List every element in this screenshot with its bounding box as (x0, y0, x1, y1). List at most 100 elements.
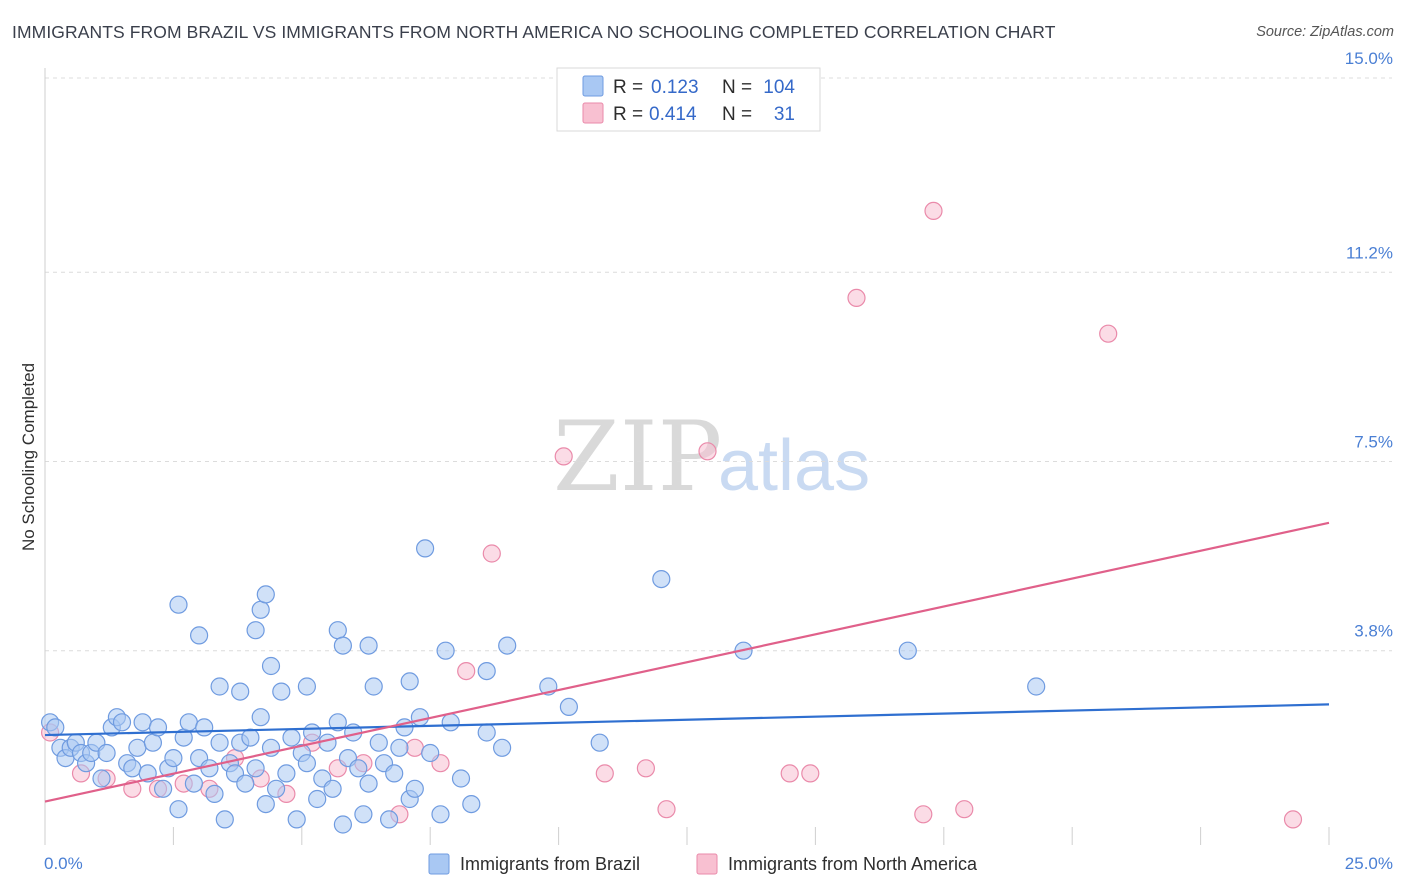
brazil-point (241, 728, 260, 747)
brazil-point (328, 621, 347, 640)
legend-r-label-brazil: R = (613, 77, 643, 98)
gridlines (45, 77, 1392, 652)
y-tick-label: 3.8% (1354, 622, 1393, 641)
brazil-point (1027, 677, 1046, 696)
legend-r-label-north-america: R = (613, 104, 643, 125)
y-tick-label: 11.2% (1346, 243, 1393, 262)
brazil-point (256, 794, 275, 814)
brazil-point (898, 641, 917, 660)
north-america-point (1099, 324, 1118, 343)
north-america-point (847, 288, 866, 307)
brazil-point (359, 636, 378, 655)
x-tick-label: 0.0% (44, 854, 83, 873)
brazil-point (210, 733, 229, 752)
north-america-point (801, 764, 820, 783)
brazil-point (477, 723, 496, 742)
y-tick-label: 15.0% (1345, 49, 1393, 68)
brazil-point (133, 713, 152, 732)
brazil-point (421, 743, 440, 763)
brazil-point (143, 733, 162, 752)
north-america-point (554, 447, 573, 466)
brazil-point (451, 769, 471, 788)
brazil-point (112, 713, 132, 732)
brazil-point (231, 682, 250, 701)
brazil-point (169, 595, 188, 614)
north-america-point (924, 201, 943, 220)
brazil-point (277, 764, 296, 783)
legend-n-label-brazil: N = (722, 77, 752, 98)
brazil-point (282, 728, 301, 747)
brazil-point (318, 733, 337, 752)
brazil-point (190, 626, 209, 645)
series-brazil-points (40, 539, 1046, 834)
brazil-point (210, 677, 229, 696)
brazil-point (410, 708, 429, 727)
brazil-point (441, 713, 460, 732)
north-america-point (780, 764, 799, 783)
brazil-point (323, 779, 342, 798)
y-tick-label: 7.5% (1354, 433, 1393, 452)
brazil-point (205, 784, 224, 804)
brazil-point (164, 748, 183, 768)
brazil-point (97, 743, 116, 763)
legend-r-value-brazil: 0.123 (651, 77, 699, 98)
brazil-point (364, 677, 383, 696)
north-america-point (914, 805, 933, 824)
brazil-point (328, 713, 347, 732)
brazil-point (333, 815, 352, 834)
brazil-point (92, 769, 111, 788)
brazil-point (369, 733, 388, 752)
north-america-point (457, 661, 476, 681)
legend-n-value-brazil: 104 (763, 77, 795, 98)
brazil-point (359, 774, 378, 793)
chart-title: IMMIGRANTS FROM BRAZIL VS IMMIGRANTS FRO… (12, 22, 1056, 42)
brazil-point (154, 779, 173, 798)
north-america-point (1283, 810, 1303, 829)
y-axis-label: No Schooling Completed (19, 363, 38, 551)
brazil-point (462, 794, 481, 814)
brazil-point (652, 569, 671, 589)
brazil-point (184, 774, 203, 793)
legend-swatch-north-america (582, 102, 604, 124)
north-america-point (955, 800, 974, 819)
brazil-point (405, 779, 424, 798)
legend-r-value-north-america: 0.414 (649, 104, 697, 125)
source-label: Source: ZipAtlas.com (1256, 24, 1394, 40)
north-america-point (636, 759, 656, 778)
brazil-point (195, 718, 214, 737)
bottom-legend-swatch-north-america (696, 853, 718, 875)
brazil-point (349, 759, 368, 778)
brazil-point (169, 800, 188, 819)
bottom-legend-label-north-america: Immigrants from North America (728, 854, 978, 874)
north-america-point (482, 544, 501, 563)
trend-lines (44, 521, 1330, 803)
legend-box: R = 0.123 N = 104 R = 0.414 N = 31 (556, 67, 821, 132)
north-america-point (595, 764, 614, 783)
brazil-point (200, 759, 219, 778)
north-america-point (657, 800, 676, 819)
brazil-point (251, 600, 270, 619)
bottom-legend-swatch-brazil (428, 853, 450, 875)
brazil-point (128, 738, 147, 757)
watermark-zip: ZIP (553, 401, 722, 513)
brazil-point (246, 759, 265, 778)
brazil-point (236, 774, 255, 793)
brazil-point (179, 713, 198, 732)
north-america-point (698, 442, 717, 461)
brazil-point (390, 738, 409, 757)
brazil-point (215, 810, 234, 829)
brazil-point (416, 539, 435, 558)
brazil-point (431, 805, 450, 824)
brazil-point (272, 682, 291, 701)
brazil-point (308, 789, 327, 809)
legend-n-value-north-america: 31 (774, 104, 795, 125)
brazil-point (354, 805, 373, 824)
brazil-point (559, 697, 579, 717)
bottom-legend: Immigrants from Brazil Immigrants from N… (428, 853, 978, 875)
brazil-point (297, 677, 316, 696)
north-america-point (405, 738, 424, 757)
brazil-point (436, 641, 455, 660)
watermark-atlas: atlas (718, 426, 870, 506)
brazil-point (498, 636, 517, 655)
